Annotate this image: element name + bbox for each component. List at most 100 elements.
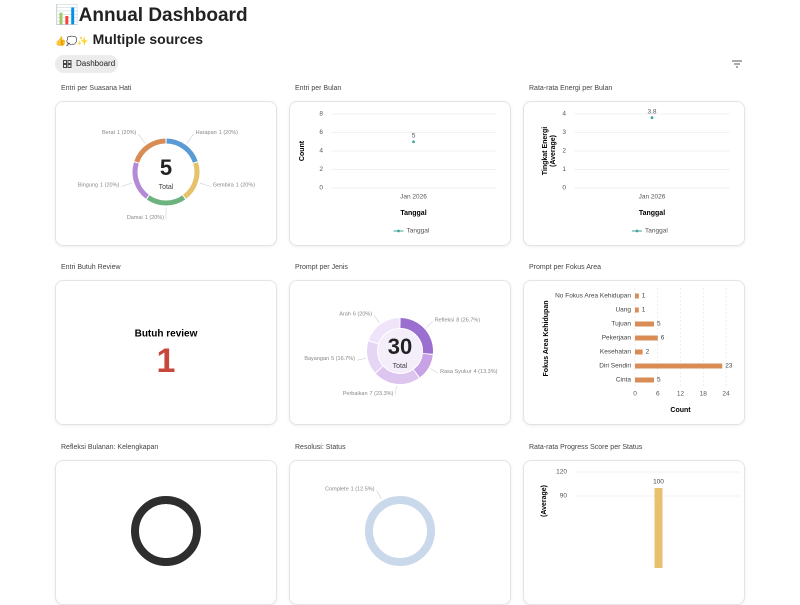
donut-slice	[146, 195, 186, 206]
y-axis-label: Tingkat Energi	[542, 127, 549, 176]
slice-value: 4 (13.3%)	[474, 369, 498, 375]
donut-slice	[375, 366, 419, 384]
chart-card: 90 120 (Average) 100	[523, 460, 745, 605]
slice-category: Arah	[339, 312, 351, 318]
y-tick-label: Uang	[615, 307, 631, 314]
chart: 90 120 (Average) 100	[541, 469, 741, 568]
leader-line	[186, 133, 194, 144]
chart	[131, 496, 201, 566]
slice-category: Damai	[127, 215, 143, 221]
slice-category: Perbaikan	[343, 391, 368, 397]
y-axis-label: (Average)	[550, 135, 557, 167]
leader-line	[138, 133, 146, 144]
leader-line	[356, 357, 366, 361]
y-tick-label: 90	[560, 493, 568, 500]
chart-card: 0 6 12 18 24 Count Fokus Area Kehidupan No Foku…	[523, 280, 745, 425]
bar	[635, 307, 639, 313]
x-axis-label: Count	[670, 407, 691, 414]
bar	[635, 377, 654, 383]
card-title: Rata-rata Energi per Bulan	[529, 85, 613, 92]
slice-label: Rasa Syukur 4 (13.3%)	[440, 369, 498, 375]
data-label: 1	[642, 307, 646, 314]
slice-label: Bayangan 5 (16.7%)	[304, 357, 355, 363]
x-axis-label: Tanggal	[400, 210, 426, 217]
chart: 0 1 2 3 4 Tingkat Energi (Average) Jan 2026 Tang…	[542, 108, 730, 235]
donut-slice	[132, 162, 149, 199]
x-axis-label: Tanggal	[639, 210, 665, 217]
card-title: Resolusi: Status	[295, 444, 346, 451]
slice-value: 1 (20%)	[219, 130, 238, 136]
slice-category: Bingung	[78, 183, 98, 189]
data-label: 5	[657, 321, 661, 328]
data-label: 5	[657, 377, 661, 384]
dashboard-tab[interactable]: Dashboard	[55, 55, 118, 73]
y-tick-label: Pekerjaan	[602, 335, 632, 342]
slice-label: Arah 6 (20%)	[339, 312, 372, 318]
x-tick-label: 18	[700, 391, 708, 398]
slice-value: 1 (20%)	[100, 183, 119, 189]
chart-card: Butuh review 1	[55, 280, 277, 425]
card-title: Prompt per Fokus Area	[529, 264, 601, 271]
card-title: Rata-rata Progress Score per Status	[529, 444, 643, 451]
slice-value: 5 (16.7%)	[331, 357, 355, 363]
slice-value: 1 (12.5%)	[351, 487, 375, 493]
slice-category: Complete	[325, 487, 349, 493]
metric-value: 1	[157, 342, 176, 380]
card-title: Prompt per Jenis	[295, 264, 348, 271]
slice-label: Bingung 1 (20%)	[78, 183, 120, 189]
slice-label: Damai 1 (20%)	[127, 215, 164, 221]
data-label: 2	[646, 349, 650, 356]
data-point	[412, 140, 415, 144]
data-label: 5	[412, 132, 416, 139]
slice-label: Refleksi 8 (26.7%)	[435, 318, 481, 324]
donut-slice	[134, 138, 166, 163]
filter-button[interactable]	[732, 60, 742, 68]
leader-line	[373, 315, 380, 323]
chart: Refleksi 8 (26.7%) Rasa Syukur 4 (13.3%) Per…	[304, 312, 498, 397]
subtitle-icons: 👍💭✨	[55, 36, 89, 46]
y-tick-label: 120	[556, 469, 567, 476]
leader-line	[376, 490, 382, 500]
x-tick-label: 24	[722, 391, 730, 398]
slice-label: Harapan 1 (20%)	[196, 130, 239, 136]
legend-label: Tanggal	[645, 228, 668, 235]
legend-dot	[397, 229, 400, 233]
donut-slice	[400, 318, 433, 354]
y-tick-label: 6	[319, 129, 323, 136]
tab-icon	[63, 60, 72, 68]
data-point	[650, 116, 654, 120]
page: 📊Annual Dashboard 👍💭✨ Multiple sources Da…	[55, 5, 745, 605]
y-axis-label: (Average)	[541, 485, 548, 517]
slice-label: Perbaikan 7 (23.3%)	[343, 391, 394, 397]
page-subtitle: 👍💭✨ Multiple sources	[55, 31, 203, 47]
card-title: Entri Butuh Review	[61, 264, 121, 271]
x-tick-label: 0	[633, 391, 637, 398]
donut-slice	[367, 341, 383, 373]
y-tick-label: Diri Sendiri	[599, 363, 631, 370]
slice-category: Refleksi	[435, 318, 455, 324]
data-label: 1	[642, 293, 646, 300]
x-tick-label: 6	[656, 391, 660, 398]
slice-label: Berat 1 (20%)	[102, 130, 137, 136]
slice-category: Harapan	[196, 130, 217, 136]
donut-total-label: Total	[159, 184, 174, 191]
slice-label: Complete 1 (12.5%)	[325, 487, 375, 493]
x-tick-label: Jan 2026	[400, 194, 427, 201]
chart-card: Complete 1 (12.5%)	[289, 460, 511, 605]
slice-value: 1 (20%)	[145, 215, 164, 221]
data-label: 3.8	[647, 108, 656, 115]
donut-slice	[368, 318, 400, 344]
slice-label: Gembira 1 (20%)	[213, 183, 256, 189]
leader-line	[121, 182, 133, 187]
bar	[654, 488, 663, 568]
leader-line	[199, 182, 211, 187]
donut-inner	[378, 329, 422, 373]
slice-category: Berat	[102, 130, 116, 136]
slice-category: Rasa Syukur	[440, 369, 472, 375]
y-tick-label: No Fokus Area Kehidupan	[555, 293, 631, 300]
chart-card: 0 2 4 6 8 Count Jan 2026 Tanggal 5 Tanggal	[289, 101, 511, 246]
data-label: 6	[661, 335, 665, 342]
legend-label: Tanggal	[407, 228, 430, 235]
bar	[635, 321, 654, 327]
donut-total-label: Total	[393, 363, 408, 370]
